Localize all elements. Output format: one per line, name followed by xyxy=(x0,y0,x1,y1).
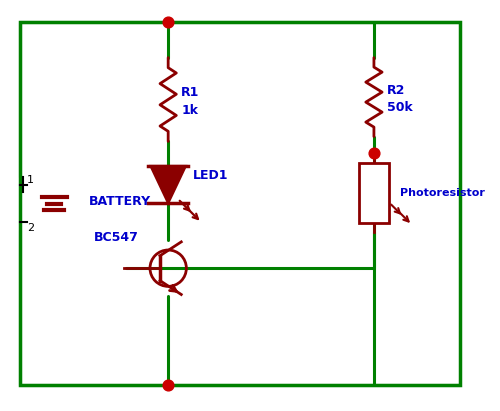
Text: R1: R1 xyxy=(181,86,200,99)
Text: 1k: 1k xyxy=(181,104,198,117)
Text: Photoresistor: Photoresistor xyxy=(400,188,485,198)
Point xyxy=(164,382,172,389)
Bar xyxy=(358,163,389,223)
Polygon shape xyxy=(151,166,186,203)
Text: 50k: 50k xyxy=(387,101,412,114)
Text: LED1: LED1 xyxy=(193,169,228,182)
Text: 2: 2 xyxy=(27,224,34,233)
Text: R2: R2 xyxy=(387,84,405,97)
Text: 1: 1 xyxy=(27,175,34,185)
Point xyxy=(370,150,378,157)
Text: BC547: BC547 xyxy=(94,231,139,244)
Point xyxy=(164,18,172,25)
Text: BATTERY: BATTERY xyxy=(88,195,151,208)
